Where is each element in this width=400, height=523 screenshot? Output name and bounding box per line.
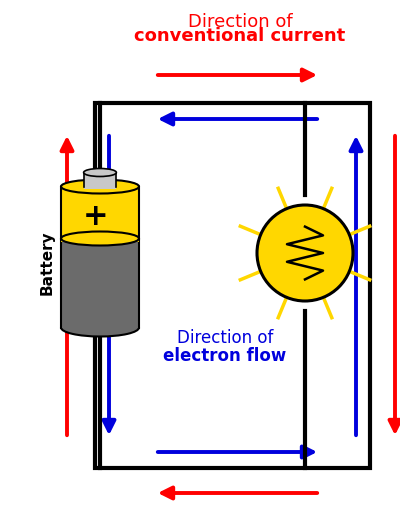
Text: Direction of: Direction of xyxy=(188,13,292,31)
Circle shape xyxy=(257,205,353,301)
Text: electron flow: electron flow xyxy=(163,347,287,365)
Text: conventional current: conventional current xyxy=(134,27,346,45)
Bar xyxy=(95,103,370,468)
Ellipse shape xyxy=(61,232,139,245)
Text: +: + xyxy=(83,202,109,231)
Text: Direction of: Direction of xyxy=(177,329,273,347)
Ellipse shape xyxy=(84,168,116,176)
Text: Battery: Battery xyxy=(40,231,54,295)
Ellipse shape xyxy=(61,319,139,336)
Bar xyxy=(84,173,116,188)
Bar xyxy=(61,187,139,242)
Ellipse shape xyxy=(61,179,139,194)
Bar xyxy=(61,238,139,327)
